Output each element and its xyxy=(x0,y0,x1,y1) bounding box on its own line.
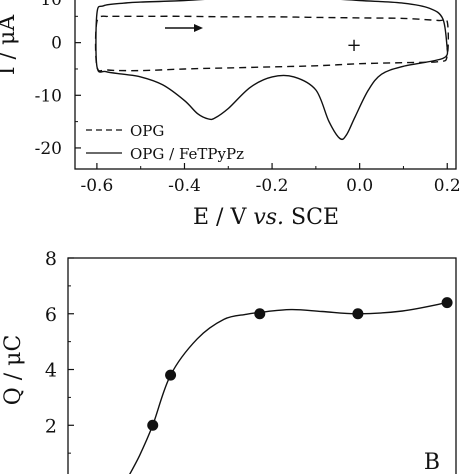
y-tick-label: 8 xyxy=(45,248,57,270)
x-tick-label: 0.2 xyxy=(434,176,461,196)
legend-label-opg: OPG xyxy=(130,122,164,140)
chart-a: -0.6 -0.4 -0.2 0.0 0.2 -20 -10 0 I / μA E / V v… xyxy=(0,0,461,230)
y-tick-label: 0 xyxy=(51,34,62,54)
chart-a-top-partial-tick-label: 10 xyxy=(40,0,62,10)
data-point xyxy=(441,297,453,309)
chart-a-xlabel: E / V vs. SCE xyxy=(193,205,339,230)
x-tick-label: -0.6 xyxy=(81,176,114,196)
chart-a-ylabel: I / μA xyxy=(0,14,20,75)
chart-b-ticks: 2 4 6 8 xyxy=(45,248,74,454)
chart-b: 2 4 6 8 Q / μC B xyxy=(1,248,457,474)
chart-a-ticks: -0.6 -0.4 -0.2 0.0 0.2 -20 -10 0 xyxy=(35,15,461,196)
chart-b-ylabel: Q / μC xyxy=(1,335,26,406)
data-point xyxy=(165,369,177,381)
chart-b-panel-label: B xyxy=(424,450,440,474)
chart-a-direction-arrow xyxy=(165,24,203,32)
series-line-opg-fetpypz xyxy=(95,0,449,141)
y-tick-label: -10 xyxy=(35,86,62,106)
data-point xyxy=(147,419,159,431)
chart-a-annotation-plus: + xyxy=(346,35,361,56)
chart-a-series xyxy=(94,0,450,141)
chart-a-frame xyxy=(74,0,457,170)
fit-curve xyxy=(129,301,448,474)
x-tick-label: -0.2 xyxy=(256,176,289,196)
chart-a-legend: OPG OPG / FeTPyPz xyxy=(86,122,244,163)
y-tick-label: 2 xyxy=(45,415,57,437)
data-point xyxy=(254,308,266,320)
chart-b-series xyxy=(129,297,453,474)
legend-label-opg-fetpypz: OPG / FeTPyPz xyxy=(130,145,244,163)
y-tick-label: 6 xyxy=(45,304,57,326)
y-tick-label: -20 xyxy=(35,139,62,159)
series-line-opg xyxy=(94,15,450,72)
data-point xyxy=(352,308,364,320)
x-tick-label: -0.4 xyxy=(168,176,201,196)
x-tick-label: 0.0 xyxy=(346,176,373,196)
y-tick-label: 4 xyxy=(45,360,57,382)
chart-b-frame xyxy=(67,257,457,474)
